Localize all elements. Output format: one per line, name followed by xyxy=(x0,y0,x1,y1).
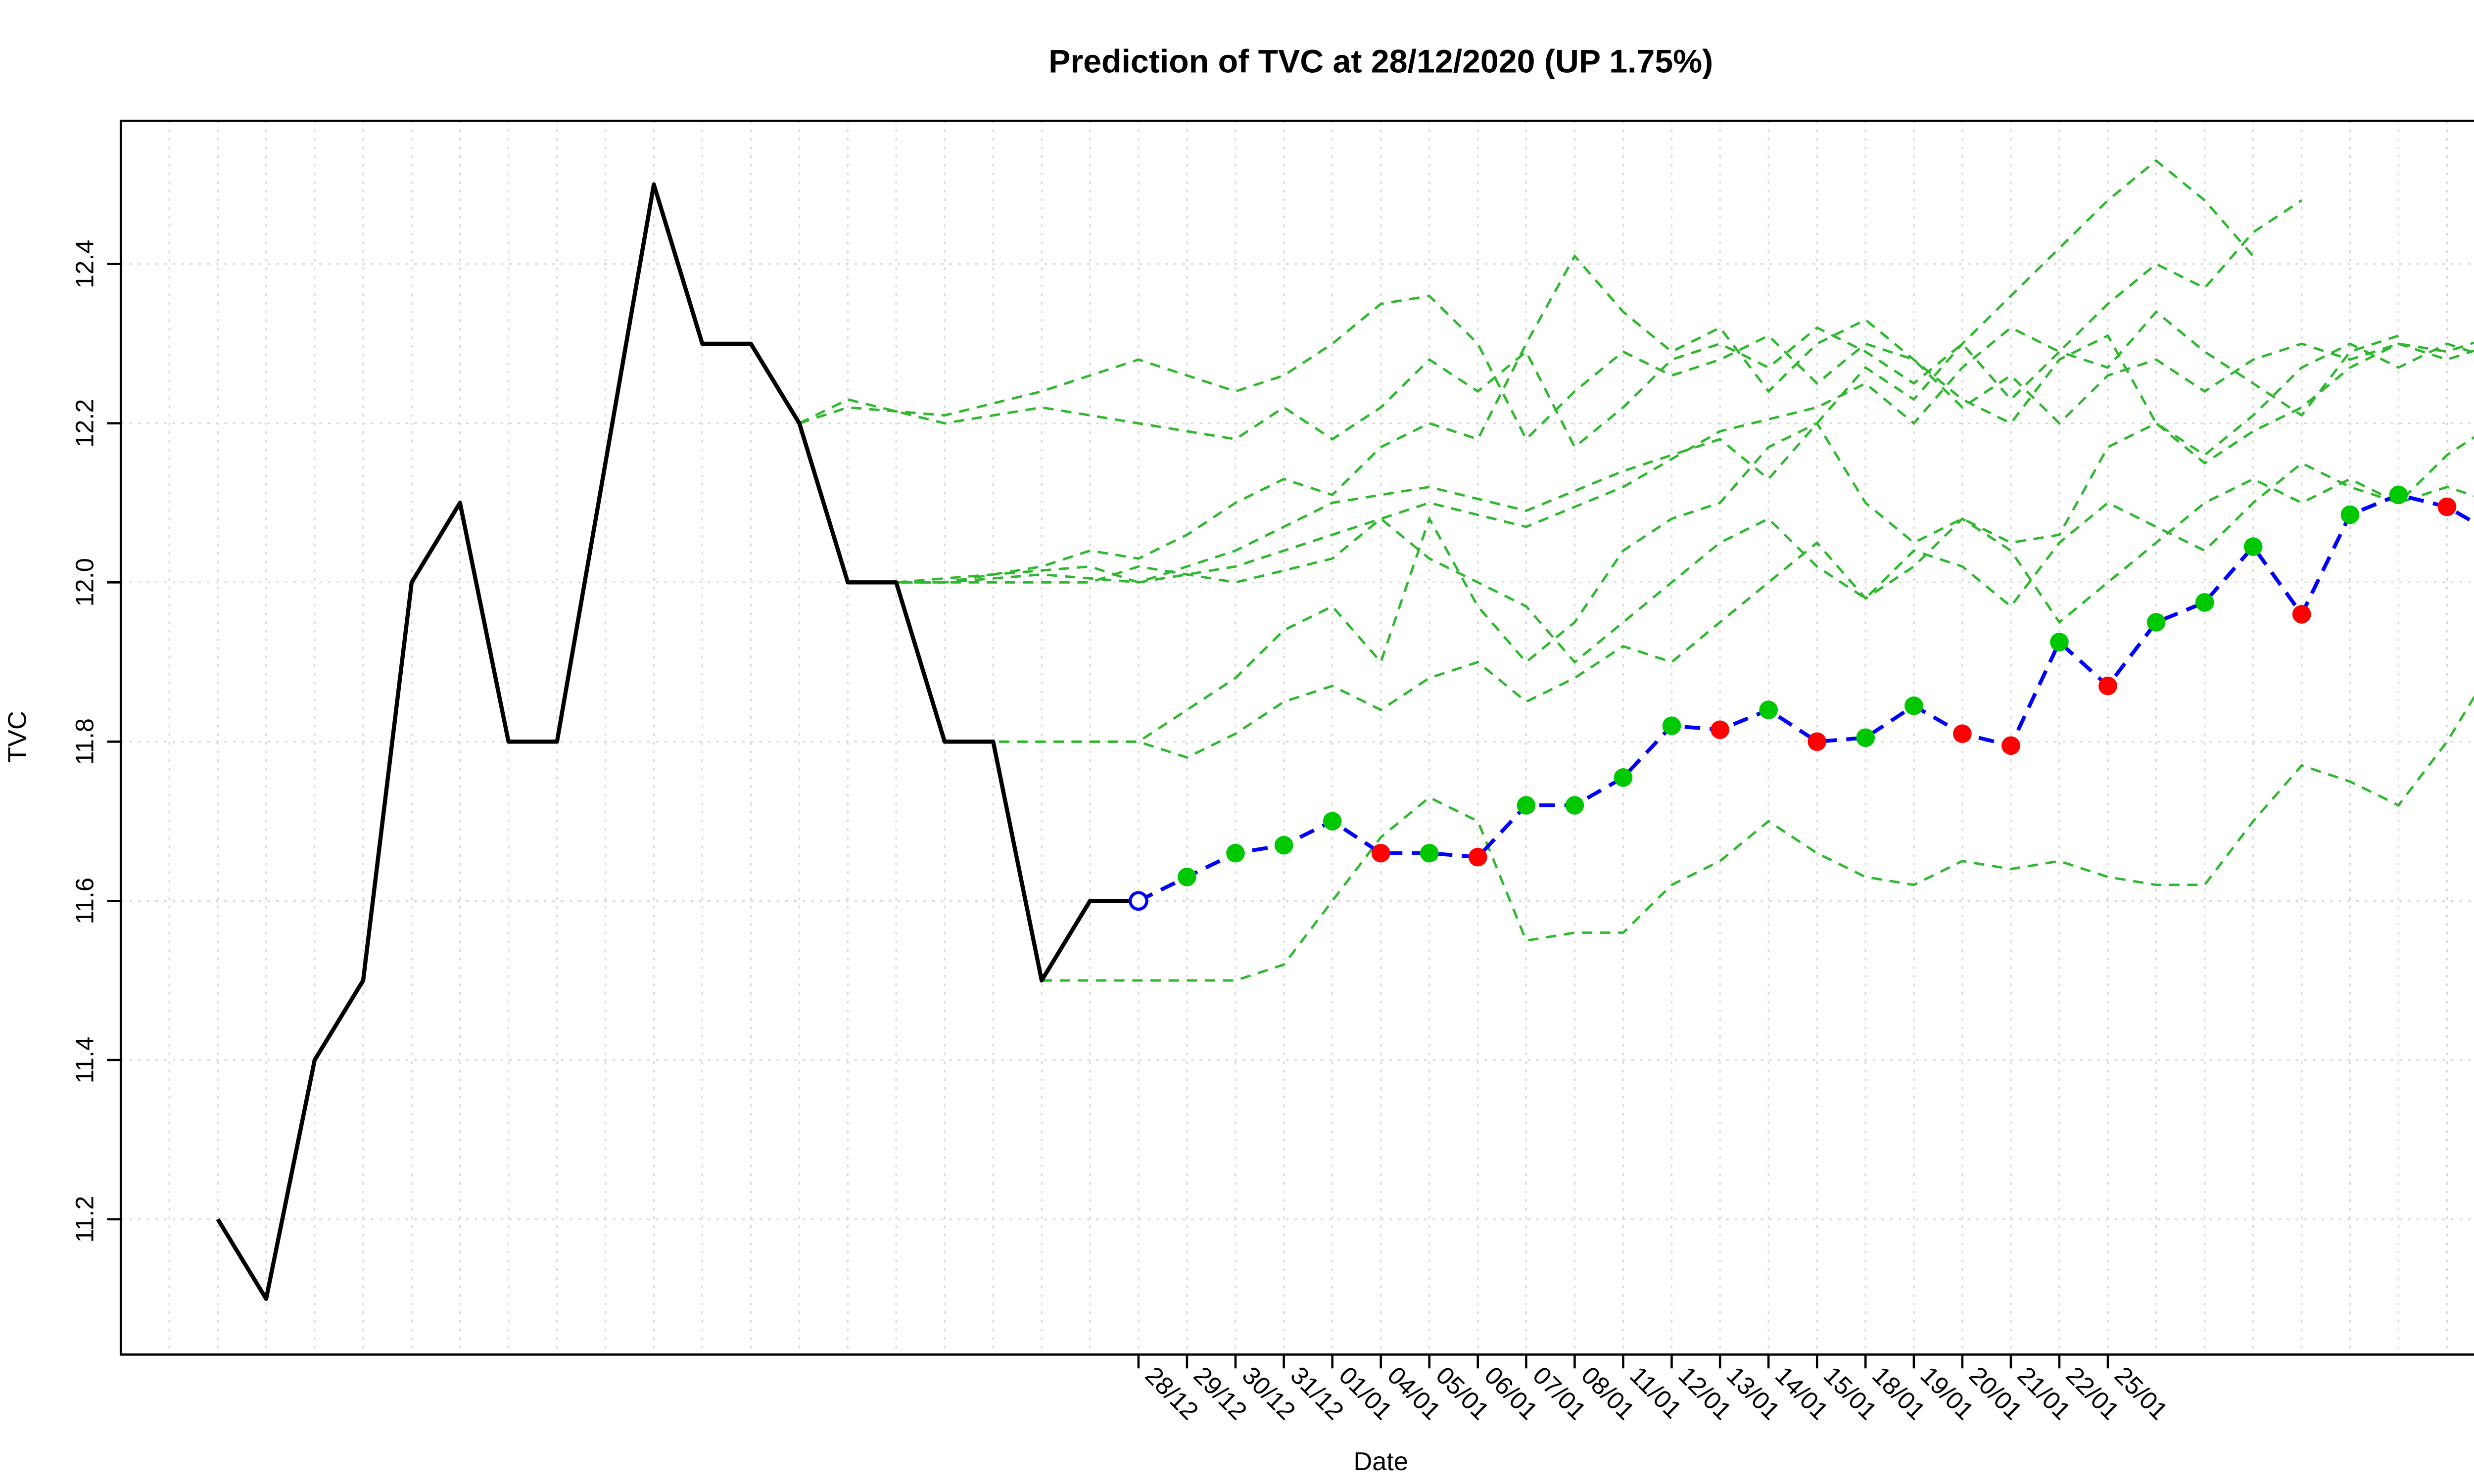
x-tick-label: 07/01 xyxy=(1527,1361,1592,1425)
simulation-path xyxy=(799,294,2474,441)
prediction-start-marker xyxy=(1129,891,1148,911)
x-tick-label: 08/01 xyxy=(1576,1361,1640,1425)
x-tick-label: 05/01 xyxy=(1430,1361,1495,1425)
history-line xyxy=(216,182,1139,1301)
prediction-marker-up xyxy=(1226,843,1245,863)
y-tick-label: 12.4 xyxy=(70,239,98,288)
x-tick-label: 31/12 xyxy=(1285,1361,1349,1425)
prediction-marker-up xyxy=(1759,700,1778,719)
simulation-path xyxy=(896,436,2474,664)
x-tick-label: 18/01 xyxy=(1867,1361,1931,1425)
x-tick-label: 14/01 xyxy=(1770,1361,1834,1425)
prediction-marker-up xyxy=(1856,728,1875,747)
prediction-marker-down xyxy=(1468,847,1487,867)
x-tick-label: 06/01 xyxy=(1479,1361,1543,1425)
prediction-marker-up xyxy=(1274,835,1293,855)
x-tick-label: 21/01 xyxy=(2012,1361,2077,1425)
x-axis-title: Date xyxy=(1353,1447,1408,1476)
x-tick-label: 11/01 xyxy=(1624,1361,1687,1424)
y-tick-label: 12.2 xyxy=(70,399,98,447)
x-tick-label: 20/01 xyxy=(1964,1361,2028,1425)
y-tick-label: 11.8 xyxy=(70,718,98,765)
x-tick-label: 15/01 xyxy=(1818,1361,1883,1425)
prediction-marker-down xyxy=(1808,732,1827,751)
x-tick-label: 04/01 xyxy=(1382,1361,1446,1425)
prediction-line xyxy=(1138,493,2474,903)
prediction-marker-down xyxy=(1953,724,1972,743)
x-tick-label: 25/01 xyxy=(2109,1361,2174,1425)
prediction-marker-up xyxy=(1420,843,1439,863)
prediction-marker-up xyxy=(2195,593,2214,612)
plot-area: 11.2 11.4 11.6 11.8 12.0 12.2 12.4 28/1229/1230… xyxy=(70,119,2474,1425)
prediction-marker-down xyxy=(2098,676,2117,696)
prediction-marker-down xyxy=(1711,720,1729,740)
y-tick-label: 12.0 xyxy=(70,558,98,606)
y-tick-label: 11.4 xyxy=(70,1037,98,1084)
prediction-marker-up xyxy=(2050,633,2069,651)
simulation-path xyxy=(799,310,2399,449)
simulation-path xyxy=(848,254,2474,584)
prediction-marker-down xyxy=(2292,605,2311,624)
x-tick-label: 29/12 xyxy=(1189,1361,1253,1425)
x-tick-label: 30/12 xyxy=(1237,1361,1301,1425)
prediction-marker-up xyxy=(1178,867,1196,886)
prediction-marker-up xyxy=(2146,613,2166,632)
prediction-marker-up xyxy=(1323,812,1342,831)
prediction-marker-up xyxy=(1904,696,1923,715)
prediction-marker-up xyxy=(1662,716,1681,736)
x-tick-label: 28/12 xyxy=(1140,1361,1204,1425)
prediction-marker-down xyxy=(2437,497,2457,516)
plot-border xyxy=(119,119,2474,1356)
x-tick-label: 01/01 xyxy=(1333,1361,1398,1425)
prediction-marker-up xyxy=(1565,796,1584,815)
prediction-marker-down xyxy=(1371,843,1390,863)
y-axis-title: TVC xyxy=(3,711,32,763)
simulation-path xyxy=(1042,695,2474,982)
chart-title: Prediction of TVC at 28/12/2020 (UP 1.75… xyxy=(1048,44,1713,80)
x-tick-label: 22/01 xyxy=(2061,1361,2125,1425)
prediction-marker-up xyxy=(1517,796,1536,815)
x-tick-label: 19/01 xyxy=(1915,1361,1980,1425)
simulation-path xyxy=(945,342,2474,743)
simulation-path xyxy=(945,477,2474,759)
prediction-marker-up xyxy=(1614,768,1633,787)
prediction-marker-up xyxy=(2389,485,2408,505)
x-tick-label: 12/01 xyxy=(1673,1361,1737,1425)
x-tick-label: 13/01 xyxy=(1721,1361,1786,1425)
y-tick-label: 11.6 xyxy=(70,878,98,925)
prediction-marker-up xyxy=(2243,537,2263,556)
prediction-marker-down xyxy=(2001,736,2020,755)
prediction-marker-up xyxy=(2340,505,2360,524)
y-tick-label: 11.2 xyxy=(70,1196,98,1243)
